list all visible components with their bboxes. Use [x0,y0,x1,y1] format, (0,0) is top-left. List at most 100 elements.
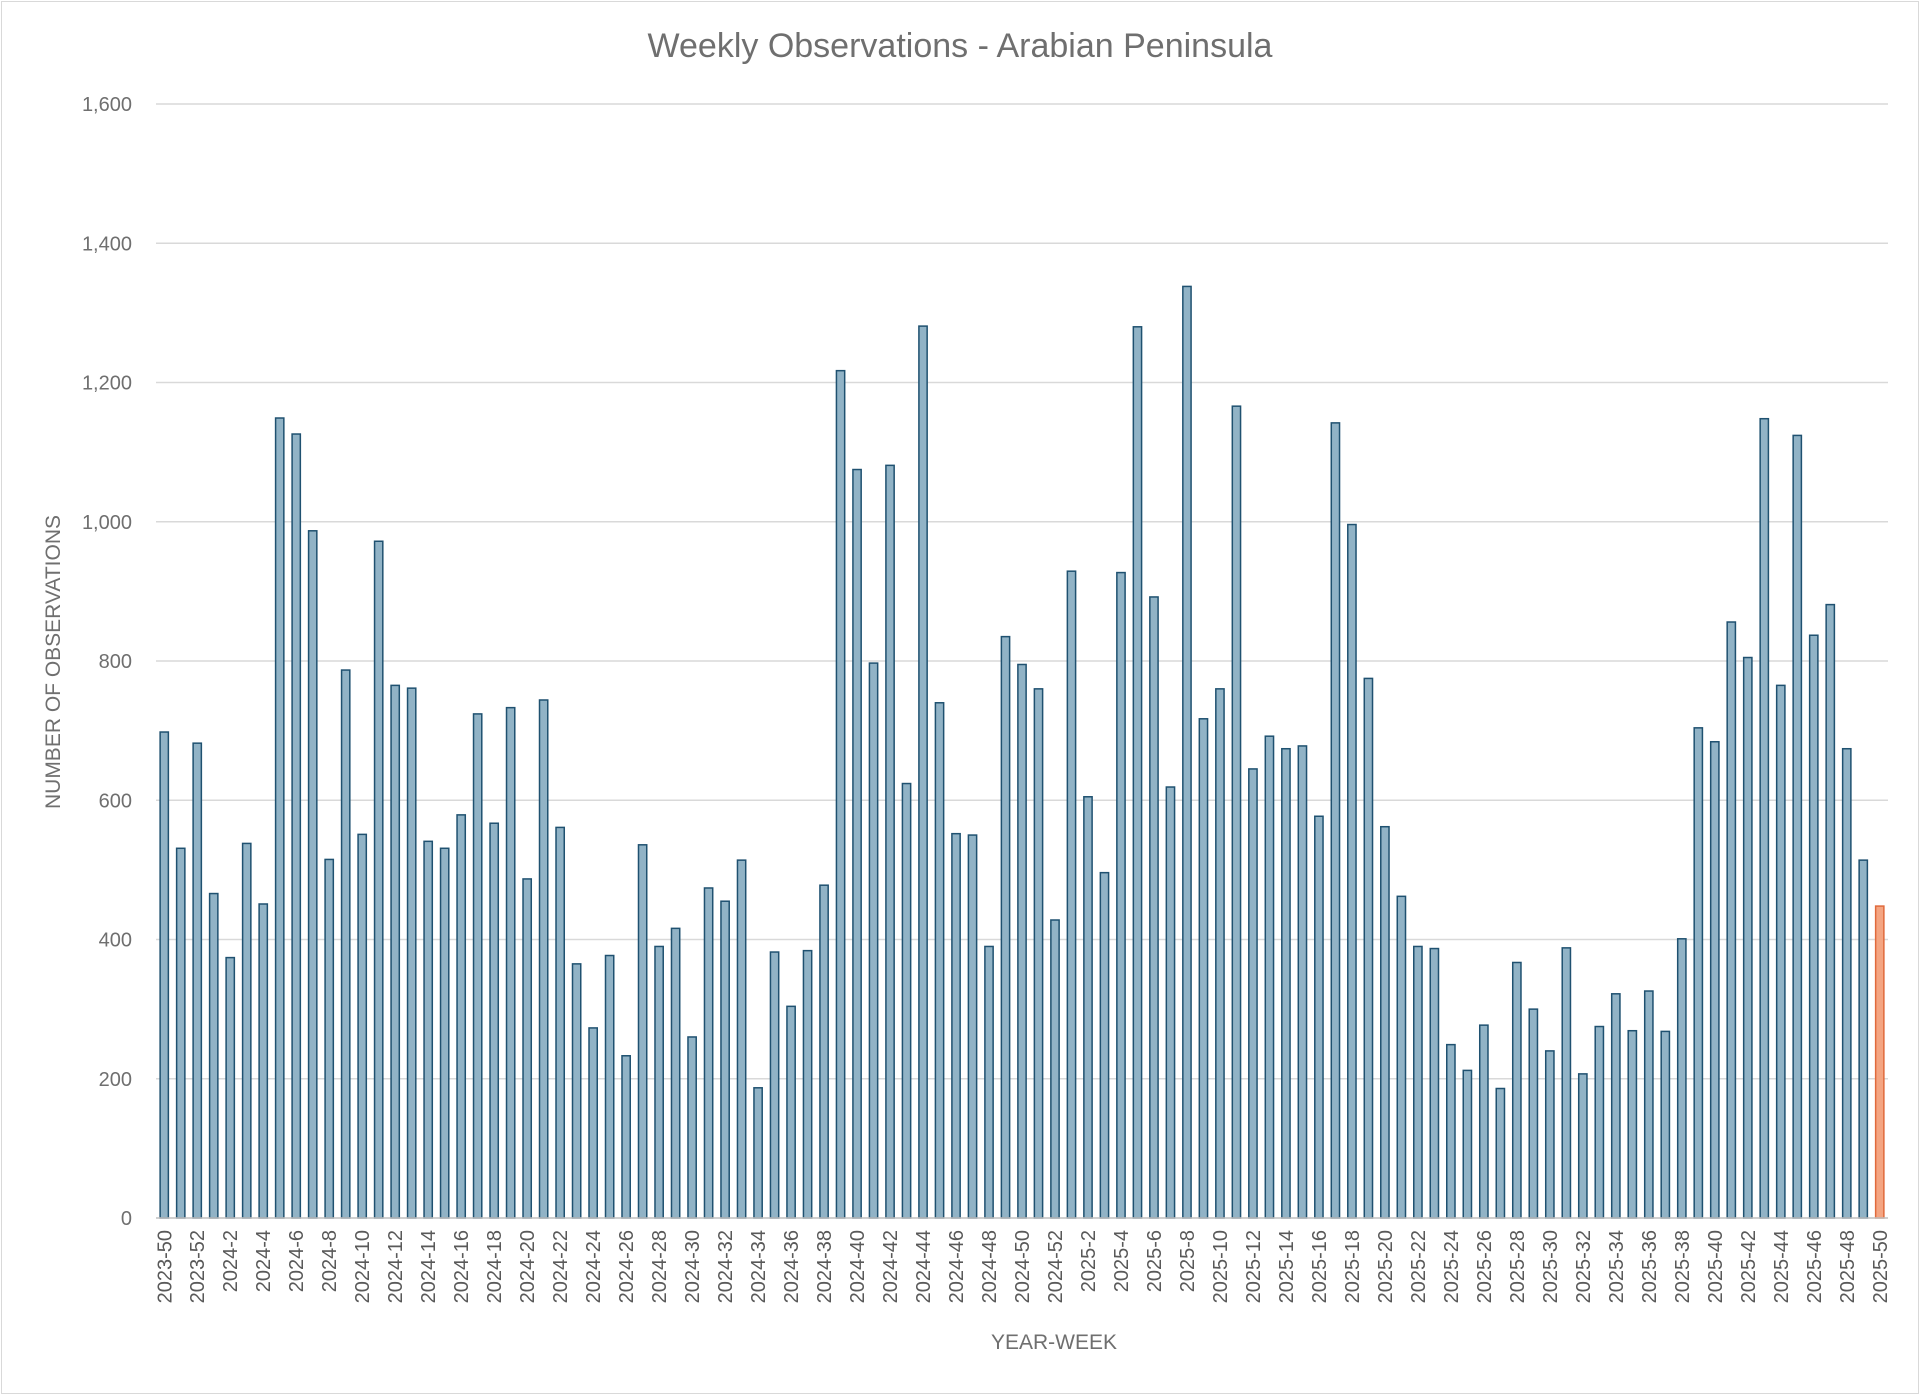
bar-2025-32 [1577,1073,1588,1219]
x-tick-label: 2025-18 [1342,1230,1364,1303]
bar-2024-11 [373,540,384,1219]
bar-2025-45 [1792,434,1803,1219]
bar-2024-41 [868,662,879,1219]
x-axis-title: YEAR-WEEK [991,1331,1117,1354]
bar-2024-45 [934,702,945,1219]
x-tick-label: 2024-20 [517,1230,539,1303]
x-tick-label: 2025-32 [1573,1230,1595,1303]
x-tick-label: 2024-2 [220,1230,242,1292]
x-tick-label: 2024-34 [748,1230,770,1303]
bar-2024-37 [802,949,813,1219]
bar-2024-28 [654,945,664,1219]
bar-2024-18 [489,822,500,1219]
x-tick-label: 2024-46 [946,1230,968,1303]
y-tick-label: 0 [121,1208,132,1230]
bar-2025-25 [1462,1069,1473,1219]
bar-2025-34 [1610,993,1621,1219]
bar-2024-21 [538,699,549,1219]
bar-2025-22 [1413,945,1423,1219]
x-tick-label: 2025-38 [1672,1230,1694,1303]
x-tick-label: 2025-4 [1111,1230,1133,1292]
bar-2024-24 [588,1027,598,1219]
bar-2024-3 [241,842,252,1219]
x-tick-label: 2024-26 [616,1230,638,1303]
x-tick-label: 2024-10 [352,1230,374,1303]
bar-2024-22 [555,826,566,1219]
bar-2025-29 [1528,1008,1539,1219]
bar-2025-49 [1858,859,1869,1219]
bar-2025-11 [1231,405,1242,1219]
bar-2024-4 [258,903,269,1219]
x-tick-label: 2024-50 [1012,1230,1034,1303]
bar-2025-39 [1693,727,1704,1219]
bar-2025-19 [1363,677,1374,1219]
bar-2024-31 [703,887,714,1219]
x-tick-label: 2025-28 [1507,1230,1529,1303]
bar-2025-40 [1709,741,1720,1219]
bar-2024-16 [456,814,467,1219]
bar-2025-44 [1775,684,1786,1219]
x-tick-label: 2024-16 [451,1230,473,1303]
y-tick-label: 600 [99,790,132,812]
chart-title: Weekly Observations - Arabian Peninsula [648,27,1273,65]
bar-2025-16 [1314,815,1324,1219]
x-tick-label: 2025-36 [1639,1230,1661,1303]
bar-2024-6 [291,433,302,1219]
bars [159,285,1885,1219]
bar-2024-10 [357,833,368,1219]
x-tick-label: 2025-10 [1210,1230,1232,1303]
bar-2024-29 [670,927,681,1219]
y-tick-label: 1,000 [82,512,132,534]
bar-2025-50 [1874,905,1885,1219]
bar-2023-51 [175,847,186,1219]
bar-2024-42 [885,464,895,1219]
bar-2025-15 [1297,745,1308,1219]
x-tick-label: 2024-28 [649,1230,671,1303]
x-tick-label: 2024-8 [319,1230,341,1292]
bar-2024-43 [901,782,912,1219]
bar-2025-6 [1149,596,1159,1219]
x-tick-label: 2025-30 [1540,1230,1562,1303]
x-tick-label: 2025-2 [1078,1230,1100,1292]
bar-2024-34 [753,1087,763,1219]
bar-2025-5 [1132,326,1143,1219]
bar-2024-12 [390,684,401,1219]
bar-2024-44 [918,325,928,1219]
x-axis-tick-labels: 2023-50 2023-52 2024-2 2024-4 2024-6 2024-8 20… [154,1230,1892,1303]
bar-2025-18 [1347,523,1357,1219]
bar-2024-38 [819,884,829,1219]
bar-2025-26 [1478,1024,1489,1219]
bar-2025-24 [1446,1043,1456,1219]
x-tick-label: 2025-50 [1870,1230,1892,1303]
x-tick-label: 2024-32 [715,1230,737,1303]
x-tick-label: 2025-12 [1243,1230,1265,1303]
y-axis-tick-labels: 0 200 400 600 800 1,000 1,200 1,400 1,600 [82,94,132,1230]
bar-2024-9 [340,669,351,1219]
bar-2025-20 [1380,825,1390,1219]
y-tick-label: 200 [99,1069,132,1091]
bar-2025-28 [1511,961,1522,1219]
bar-2025-42 [1742,656,1753,1219]
x-tick-label: 2025-48 [1837,1230,1859,1303]
bar-2024-19 [505,706,516,1219]
bar-2024-17 [472,713,483,1219]
x-tick-label: 2025-40 [1705,1230,1727,1303]
bar-2024-46 [951,832,961,1219]
x-tick-label: 2024-22 [550,1230,572,1303]
bar-2025-33 [1594,1025,1605,1219]
bar-2025-9 [1198,718,1209,1219]
bar-2025-35 [1627,1029,1638,1219]
bar-2025-47 [1825,603,1836,1219]
bar-2024-51 [1033,688,1044,1219]
bar-2024-52 [1050,919,1060,1219]
bar-2023-52 [192,742,203,1219]
bar-2025-41 [1726,621,1737,1219]
bar-2025-38 [1676,938,1687,1219]
x-tick-label: 2025-46 [1804,1230,1826,1303]
bar-2024-20 [522,878,533,1219]
bar-2025-27 [1495,1087,1506,1219]
x-tick-label: 2025-34 [1606,1230,1628,1303]
bar-2025-12 [1248,768,1258,1219]
x-tick-label: 2024-24 [583,1230,605,1303]
